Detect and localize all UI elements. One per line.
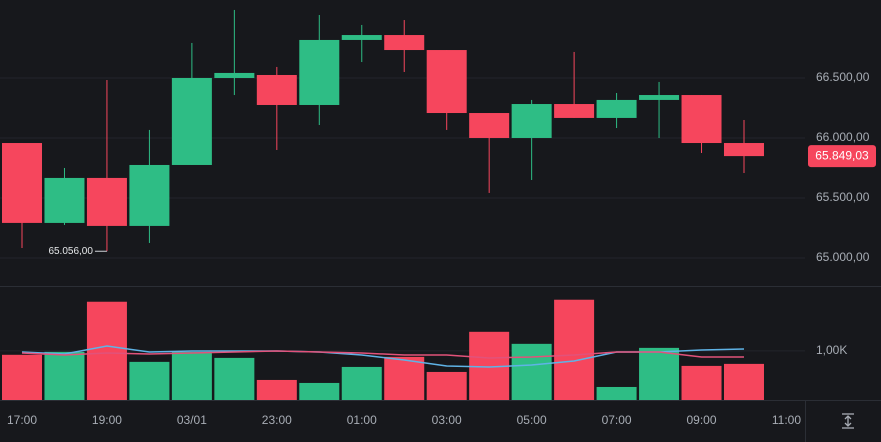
candle-body [2,143,42,223]
candle-body [596,99,637,118]
x-tick-label: 11:00 [772,413,801,427]
last-price-label: 65.849,03 [815,148,869,162]
last-price-box [808,145,876,168]
x-tick-label: 23:00 [262,413,292,427]
x-tick-label: 07:00 [602,413,632,427]
volume-bar [596,386,637,400]
volume-bar [426,371,467,400]
candle-body [341,35,382,40]
scale-button[interactable] [842,413,854,429]
candle-body [554,104,595,118]
volume-bar [723,363,764,400]
candle-body [426,50,467,114]
volume-bar [86,301,127,400]
volume-bar [384,356,425,400]
candle-body [681,95,722,144]
candle-body [129,164,170,226]
low-annotation: 65.056,00 [48,246,93,257]
x-tick-label: 03:00 [432,413,462,427]
candle-body [511,104,552,138]
x-tick-label: 05:00 [517,413,547,427]
volume-bar [341,366,382,400]
volume-bar [299,382,340,400]
volume-bar [639,347,680,400]
candle-body [384,35,425,51]
x-tick-label: 03/01 [177,413,207,427]
candle-body [299,39,340,105]
candle-body [86,177,127,226]
volume-bar [511,343,552,400]
volume-bar [2,354,42,400]
volume-bar [256,379,297,400]
volume-bar [681,365,722,400]
x-tick-label: 17:00 [7,413,37,427]
candle-body [256,74,297,105]
candle-body [639,95,680,100]
volume-bar [129,361,170,400]
x-tick-label: 09:00 [687,413,717,427]
volume-bar [554,299,595,400]
candle-body [171,77,212,165]
x-tick-label: 19:00 [92,413,122,427]
y-tick-label: 66.000,00 [816,130,870,144]
volume-bar [44,351,85,400]
y-tick-label: 65.000,00 [816,250,870,264]
candle-body [214,72,255,78]
y-tick-label: 65.500,00 [816,190,870,204]
volume-ma-line [21,350,744,359]
x-tick-label: 01:00 [347,413,377,427]
candle-body [723,143,764,157]
volume-bar [171,351,212,400]
candle-body [469,113,510,138]
volume-bar [214,357,255,400]
y-tick-label: 66.500,00 [816,70,870,84]
y-tick-label: 1,00K [816,343,847,357]
candle-body [44,177,85,223]
